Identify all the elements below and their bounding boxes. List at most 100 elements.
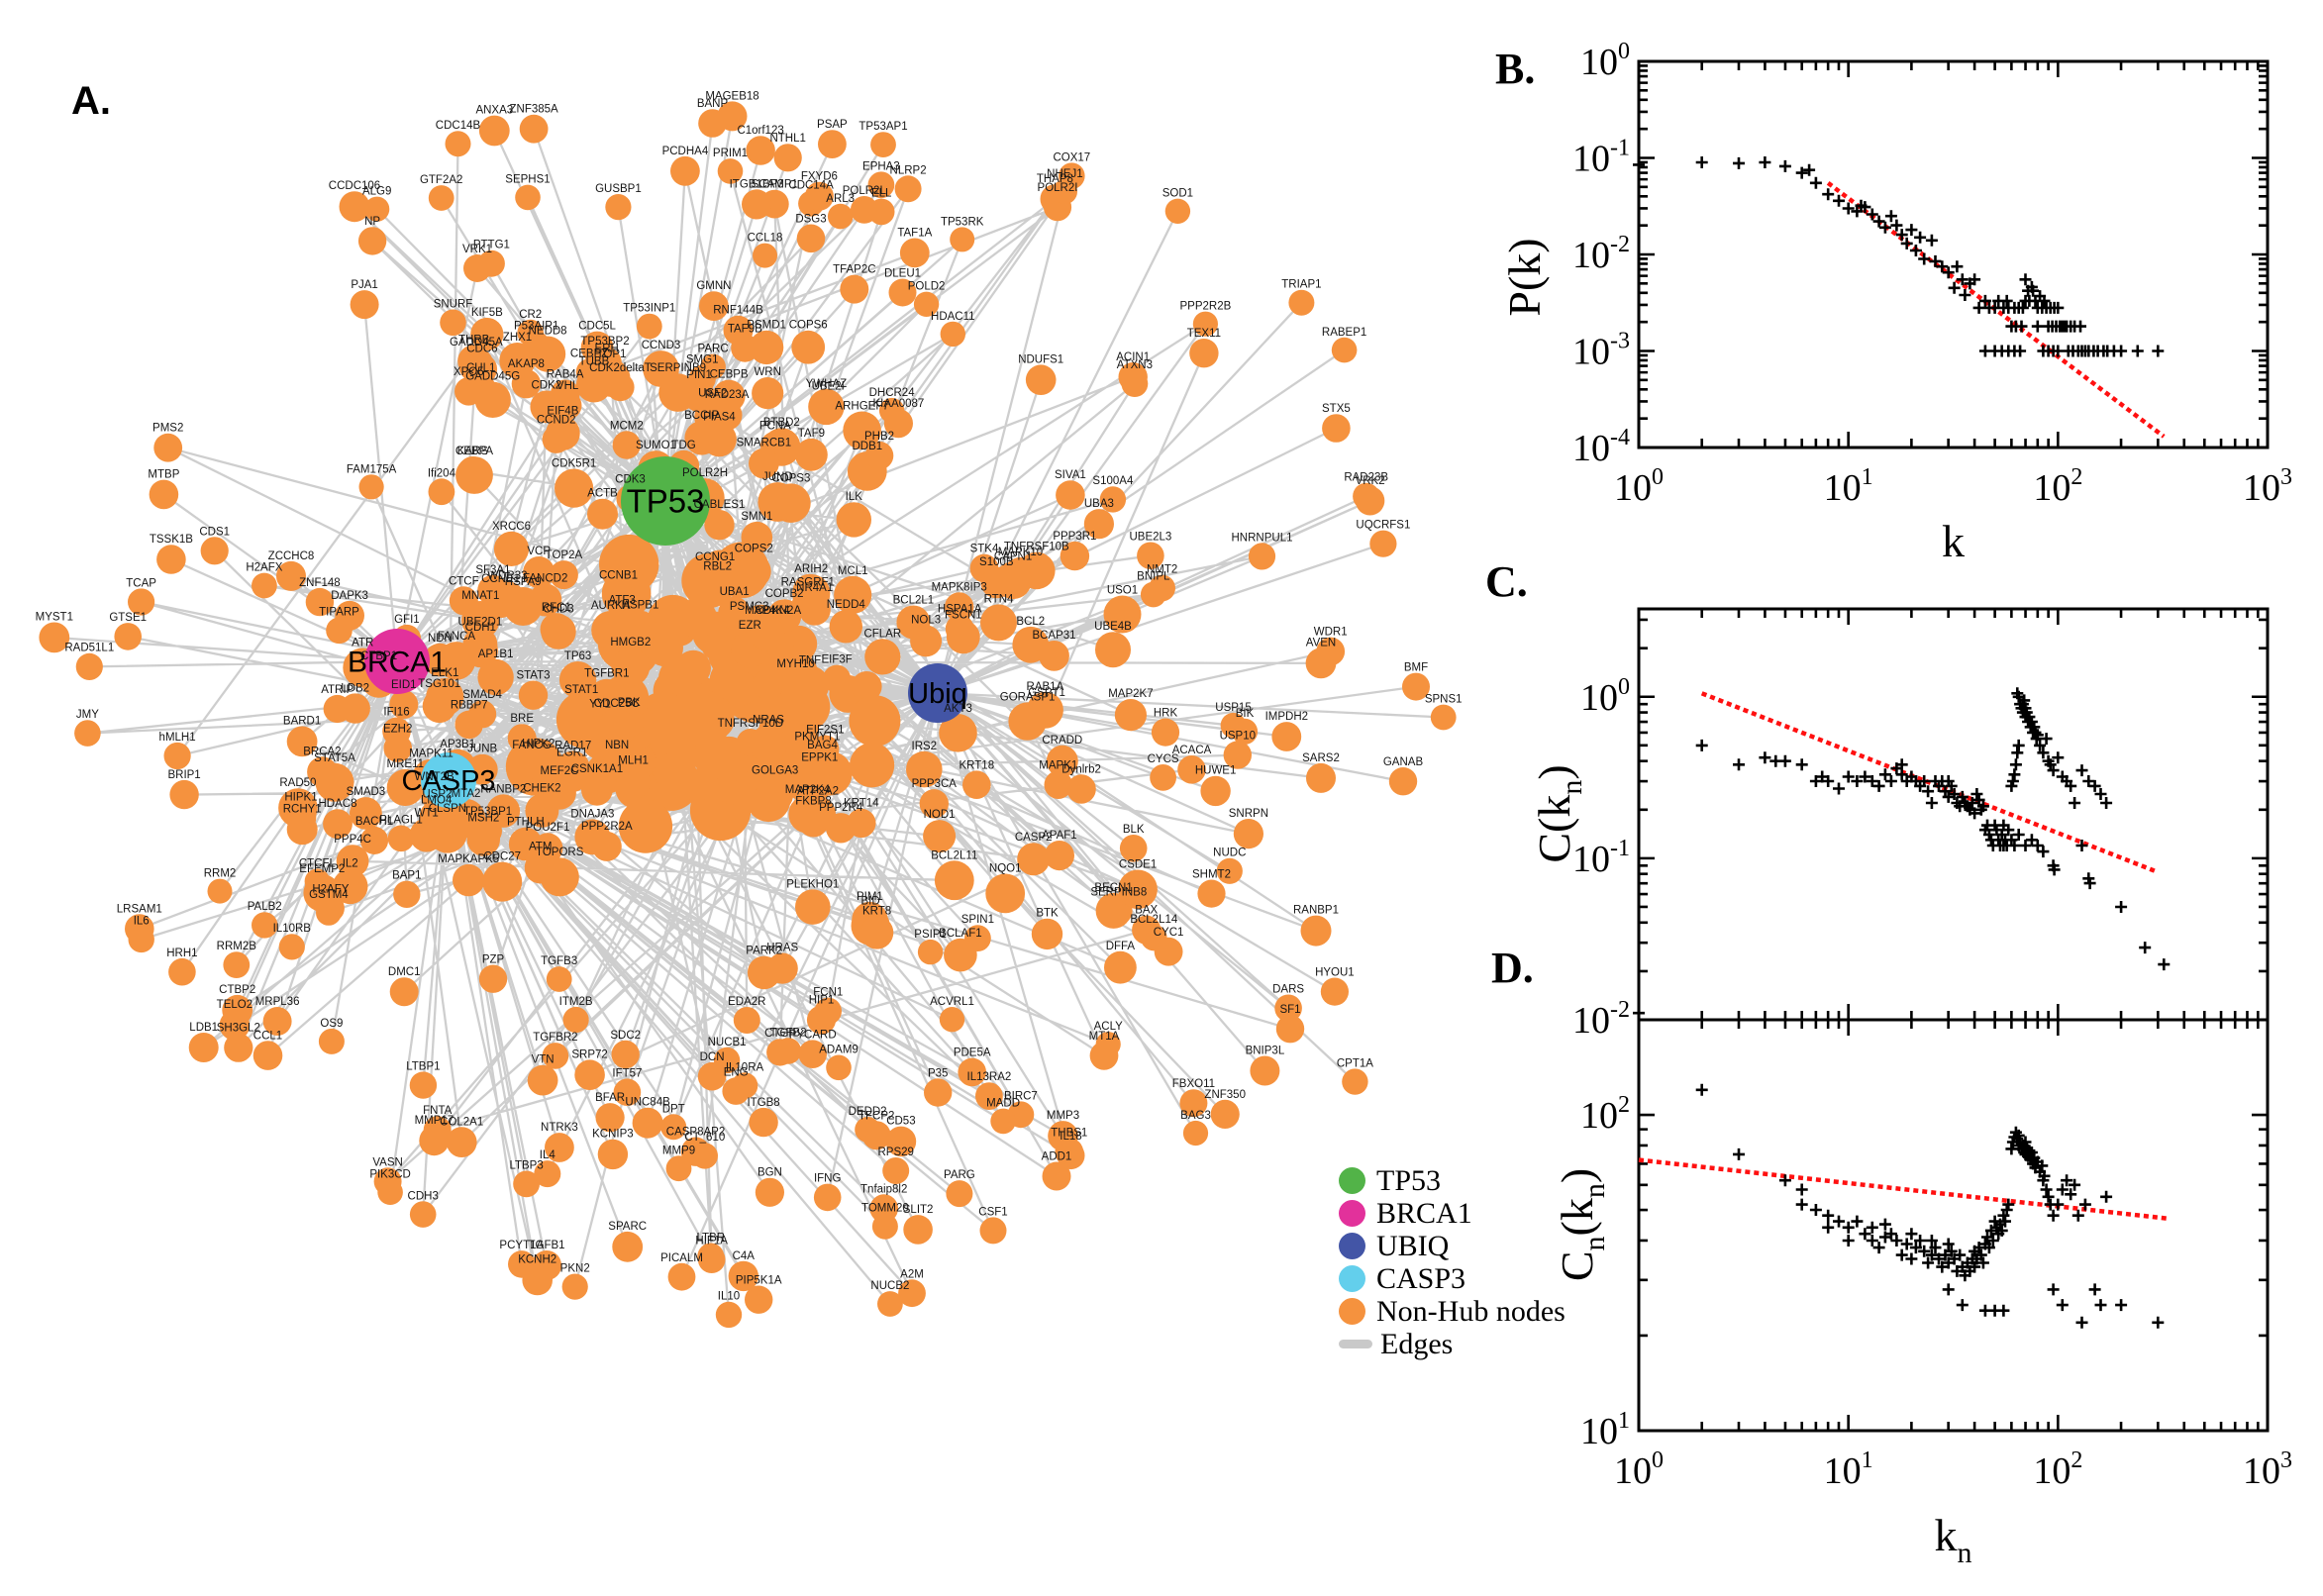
network-node — [611, 648, 651, 686]
network-node-label: BARD1 — [283, 715, 321, 727]
network-node — [419, 799, 455, 836]
network-node-label: MTA2 — [452, 788, 481, 800]
network-node-label: TSSK1B — [150, 534, 193, 546]
network-node — [286, 726, 318, 757]
network-node — [423, 643, 457, 677]
network-node-label: BIK — [1236, 708, 1255, 720]
network-node-label: PPP2R2B — [1180, 301, 1232, 313]
network-node-label: EID1 — [391, 679, 417, 691]
network-node-label: WDR33 — [487, 570, 527, 582]
network-node-label: DMC1 — [388, 966, 421, 978]
network-node — [939, 1006, 965, 1033]
network-node-label: IL13RA2 — [967, 1071, 1012, 1083]
network-node-label: FANCD2 — [523, 572, 567, 584]
network-node — [667, 1262, 696, 1291]
network-node — [670, 155, 700, 186]
network-node-label: UBA3 — [1084, 498, 1114, 510]
network-node-label: SLIT2 — [903, 1204, 934, 1216]
network-node — [457, 345, 490, 378]
network-node-label: LTBR — [697, 1232, 726, 1244]
network-node — [128, 588, 155, 616]
network-node-label: PMS2 — [152, 423, 183, 435]
network-node-label: MADD — [986, 1098, 1020, 1110]
network-node-label: PSIP1 — [914, 929, 947, 941]
network-node — [393, 880, 421, 908]
network-node-label: NDUFS1 — [1018, 353, 1063, 365]
network-node — [980, 566, 1013, 599]
network-node-label: NMT2 — [1147, 564, 1177, 576]
network-node-label: TUBB — [579, 356, 610, 368]
axis-ticks — [1637, 59, 2270, 449]
network-node-label: RBBP7 — [451, 700, 488, 712]
network-node-label: CCNB1 — [599, 569, 638, 581]
network-node-label: CEBPZ — [570, 348, 608, 359]
scatter-points — [1695, 1083, 2165, 1329]
network-node — [1305, 648, 1337, 679]
network-node-label: ADD1 — [1042, 1151, 1072, 1163]
network-node-label: GADD45G — [465, 371, 520, 383]
network-node-label: MAPK11 — [409, 748, 454, 760]
network-node-label: BANP — [697, 98, 729, 110]
network-node — [1046, 745, 1078, 777]
network-node — [766, 1039, 794, 1066]
network-node — [357, 227, 387, 255]
network-node-label: CTBP1 — [360, 650, 397, 662]
network-node — [934, 860, 974, 901]
network-node-label: UQCRFS1 — [1356, 520, 1410, 532]
network-node-label: CHEK2 — [523, 783, 560, 795]
network-node-label: SARS2 — [1302, 752, 1340, 764]
network-node — [1200, 775, 1231, 807]
tick-exponent: 1 — [1862, 1447, 1873, 1473]
network-node-label: JMY — [76, 709, 99, 721]
network-node — [262, 1007, 292, 1036]
network-node — [1099, 486, 1127, 513]
network-node — [169, 779, 199, 810]
network-node-label: RBL2 — [703, 561, 732, 573]
network-node — [359, 826, 389, 855]
network-node — [864, 639, 901, 675]
network-node-label: XRCC6 — [492, 521, 531, 533]
network-node-label: CASP8AP2 — [666, 1126, 725, 1138]
network-node-label: APAF1 — [1042, 830, 1077, 842]
network-node — [350, 797, 382, 830]
network-node — [530, 336, 566, 372]
network-node-label: TP63 — [564, 650, 592, 662]
network-node-label: TGFBR2 — [533, 1032, 577, 1044]
network-node — [796, 224, 826, 253]
network-node-label: BCL2L11 — [931, 849, 977, 861]
network-node-label: MMP17 — [415, 1115, 454, 1127]
network-node-label: SRP72 — [571, 1048, 607, 1060]
network-node — [605, 194, 632, 221]
network-node-label: IL10 — [718, 1291, 740, 1303]
network-node-label: HYOU1 — [1315, 967, 1355, 979]
network-node-label: RAD17 — [555, 740, 591, 751]
tick-exponent: 2 — [2070, 1447, 2082, 1473]
network-node — [513, 1170, 540, 1198]
network-node — [163, 742, 191, 770]
network-node-label: LMO4 — [421, 795, 453, 807]
network-node — [660, 1114, 687, 1141]
network-node-label: RNF144B — [713, 305, 763, 317]
tp53-dot-icon — [1339, 1167, 1365, 1194]
non-hub-dot-icon — [1339, 1298, 1365, 1325]
network-node-label: PSMD1 — [747, 320, 786, 332]
network-node-label: CDK3 — [615, 473, 646, 485]
network-node-label: USP15 — [1215, 702, 1251, 714]
network-node-label: COL2A1 — [440, 1116, 483, 1128]
network-node-label: ACLY — [1094, 1021, 1124, 1033]
network-node — [728, 1260, 758, 1292]
network-node — [1210, 1099, 1240, 1129]
network-node-label: EDA2R — [728, 996, 765, 1008]
network-node-label: LTBP3 — [509, 1160, 543, 1172]
network-node — [468, 700, 497, 729]
network-node-label: PLEKHO1 — [786, 878, 839, 890]
network-node-label: CFLAR — [863, 628, 901, 640]
network-node — [350, 290, 379, 320]
network-node-label: MAPK8IP3 — [932, 581, 987, 593]
network-node-label: TAF9B — [728, 323, 762, 335]
network-node-label: Tnfaip8l2 — [860, 1183, 907, 1195]
network-node-label: UNC84B — [625, 1097, 670, 1109]
legend-item-nonhub: Non-Hub nodes — [1339, 1295, 1566, 1328]
network-node-label: NTHL1 — [769, 133, 805, 145]
tick-base: 10 — [1572, 839, 1610, 880]
